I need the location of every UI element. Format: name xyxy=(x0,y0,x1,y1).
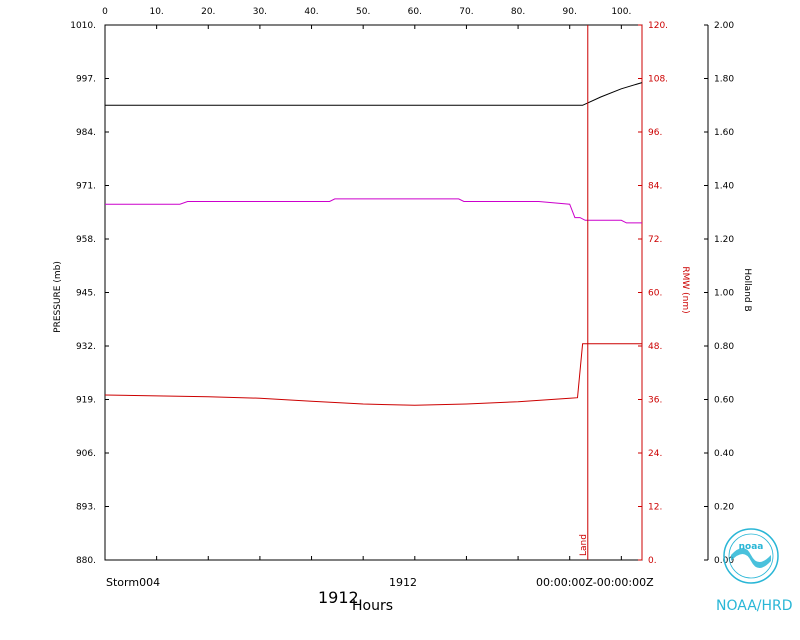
y-tick-label: 108. xyxy=(648,75,668,85)
y-tick-label: 958. xyxy=(76,235,96,245)
y-tick-label: 1.60 xyxy=(714,128,734,138)
y-tick-label: 1.80 xyxy=(714,75,734,85)
y-tick-label: 84. xyxy=(648,182,662,192)
holland-axis-label: Holland B xyxy=(742,268,752,311)
svg-text:noaa: noaa xyxy=(739,542,764,552)
y-tick-label: 880. xyxy=(76,556,96,566)
y-tick-label: 945. xyxy=(76,289,96,299)
year-title: 1912 xyxy=(318,588,359,607)
x-axis-ticks: 0 10. 20. 30. 40. 50. 60. 70. 80. 90. 100. xyxy=(102,7,631,560)
noaa-hrd-label: NOAA/HRD xyxy=(716,598,793,614)
y-tick-label: 919. xyxy=(76,396,96,406)
y-tick-label: 932. xyxy=(76,342,96,352)
y-tick-label: 0.40 xyxy=(714,449,734,459)
y-tick-label: 60. xyxy=(648,289,662,299)
x-tick-label: 30. xyxy=(253,7,267,17)
y-tick-label: 2.00 xyxy=(714,21,734,31)
pressure-series-line xyxy=(105,82,643,106)
x-tick-label: 80. xyxy=(511,7,525,17)
y-tick-label: 24. xyxy=(648,449,662,459)
y-tick-label: 984. xyxy=(76,128,96,138)
y-tick-label: 906. xyxy=(76,449,96,459)
y-tick-label: 0.60 xyxy=(714,396,734,406)
x-tick-label: 100. xyxy=(611,7,631,17)
rmw-axis-ticks: 120. 108. 96. 84. 72. 60. 48. 36. 24. 12. 0. xyxy=(638,21,668,566)
x-tick-label: 70. xyxy=(459,7,473,17)
landfall-label: Land xyxy=(579,534,589,556)
y-tick-label: 0.80 xyxy=(714,342,734,352)
x-axis-title: Hours xyxy=(352,598,394,614)
x-tick-label: 60. xyxy=(408,7,422,17)
pressure-axis-label: PRESSURE (mb) xyxy=(53,261,63,333)
y-tick-label: 1.40 xyxy=(714,182,734,192)
landfall-layer: Land xyxy=(579,25,589,560)
y-tick-label: 997. xyxy=(76,75,96,85)
rmw-axis-label: RMW (nm) xyxy=(680,266,690,313)
x-tick-label: 0 xyxy=(102,7,108,17)
y-tick-label: 893. xyxy=(76,503,96,513)
y-tick-label: 120. xyxy=(648,21,668,31)
holland-axis-ticks: 2.00 1.80 1.60 1.40 1.20 1.00 0.80 0.60 0.40 0.20… xyxy=(704,21,734,566)
y-tick-label: 971. xyxy=(76,182,96,192)
rmw-series-line xyxy=(104,343,642,406)
y-tick-label: 0. xyxy=(648,556,657,566)
noaa-logo-icon: noaa xyxy=(723,528,779,584)
storm-name-label: Storm004 xyxy=(106,576,161,589)
date-range-label: 00:00:00Z-00:00:00Z xyxy=(536,576,654,589)
x-tick-label: 20. xyxy=(201,7,215,17)
y-tick-label: 1.20 xyxy=(714,235,734,245)
y-tick-label: 12. xyxy=(648,503,662,513)
y-tick-label: 96. xyxy=(648,128,662,138)
x-tick-label: 50. xyxy=(356,7,370,17)
y-tick-label: 36. xyxy=(648,396,662,406)
holland-series-line xyxy=(105,198,642,224)
y-tick-label: 1010. xyxy=(70,21,96,31)
series-layer xyxy=(104,82,643,406)
x-tick-label: 10. xyxy=(149,7,163,17)
pressure-axis-ticks: 1010. 997. 984. 971. 958. 945. 932. 919. 906. 893… xyxy=(70,21,109,566)
y-tick-label: 72. xyxy=(648,235,662,245)
y-tick-label: 1.00 xyxy=(714,289,734,299)
y-tick-label: 0.20 xyxy=(714,503,734,513)
y-tick-label: 48. xyxy=(648,342,662,352)
storm-year-label: 1912 xyxy=(389,576,417,589)
x-tick-label: 90. xyxy=(563,7,577,17)
x-tick-label: 40. xyxy=(304,7,318,17)
